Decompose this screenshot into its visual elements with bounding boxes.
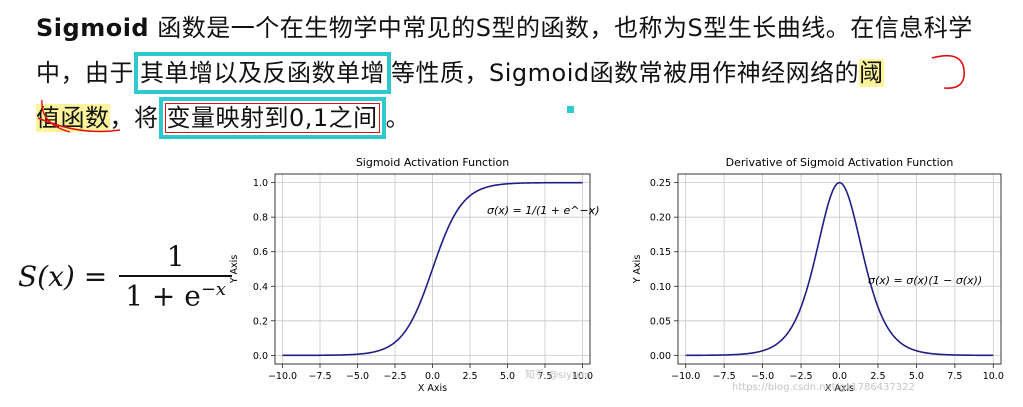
x-tick-label: −7.5	[308, 371, 331, 382]
formula-numerator: 1	[166, 240, 185, 273]
x-tick-label: 2.5	[870, 371, 885, 382]
highlight-threshold-1: 阈	[859, 59, 884, 87]
sigmoid-formula: S(x) = 1 1 + e−x	[18, 240, 233, 312]
x-tick-label: −5.0	[751, 371, 774, 382]
text-end: 。	[385, 104, 411, 132]
y-tick-label: 0.6	[253, 247, 268, 258]
chart-title: Sigmoid Activation Function	[356, 156, 509, 169]
y-tick-label: 0.2	[253, 316, 268, 327]
text-part2: 等性质，	[391, 59, 489, 87]
formula-annotation: σ(x) = σ(x)(1 − σ(x))	[868, 274, 982, 287]
highlight-threshold-2: 值函数	[36, 104, 110, 132]
plot-frame	[274, 173, 591, 365]
x-tick-label: 5.0	[500, 371, 515, 382]
text-part4: ，将	[109, 104, 159, 132]
series-line	[282, 181, 583, 357]
x-tick-label: −7.5	[713, 371, 736, 382]
chart-title: Derivative of Sigmoid Activation Functio…	[726, 156, 954, 169]
x-tick-label: 7.5	[537, 371, 552, 382]
y-tick-label: 0.15	[650, 247, 671, 258]
x-tick-label: −2.5	[383, 371, 406, 382]
text-part3: 函数常被用作神经网络的	[589, 59, 860, 87]
x-tick-label: 2.5	[462, 371, 477, 382]
x-tick-label: 10.0	[572, 371, 593, 382]
x-tick-label: 5.0	[909, 371, 924, 382]
y-tick-label: 0.0	[253, 351, 268, 362]
sigmoid-chart: Sigmoid Activation Function −10.0 −7.5 −5.0…	[229, 156, 599, 394]
highlight-box-range: 变量映射到0,1之间	[158, 97, 386, 139]
watermark: https://blog.csdn.net/gx1786437322	[732, 382, 915, 393]
y-tick-label: 0.10	[650, 282, 671, 293]
y-tick-label: 0.4	[253, 282, 268, 293]
x-tick-label: 0.0	[832, 371, 847, 382]
x-tick-label: 0.0	[425, 371, 440, 382]
annotation-dot	[567, 106, 574, 113]
sigmoid-derivative-chart: Derivative of Sigmoid Activation Functio…	[632, 156, 1004, 394]
y-axis-label: Y Axis	[229, 255, 240, 285]
formula-fraction: 1 1 + e−x	[119, 240, 233, 312]
x-tick-label: −2.5	[790, 371, 813, 382]
watermark: 知乎 @siyuan	[525, 368, 591, 381]
x-tick-label: −10.0	[671, 371, 700, 382]
formula-lhs: S(x) =	[18, 259, 108, 293]
x-axis-label: X Axis	[418, 383, 447, 394]
x-tick-label: −5.0	[346, 371, 369, 382]
term-sigmoid-2: Sigmoid	[489, 59, 590, 87]
x-tick-label: 10.0	[983, 371, 1004, 382]
intro-paragraph: Sigmoid 函数是一个在生物学中常见的S型的函数，也称为S型生长曲线。在信息…	[36, 6, 996, 141]
y-tick-label: 0.00	[650, 351, 671, 362]
y-tick-label: 0.20	[650, 213, 671, 224]
y-tick-label: 0.05	[650, 316, 671, 327]
y-tick-label: 1.0	[253, 178, 268, 189]
plot-frame	[677, 173, 1002, 365]
term-sigmoid: Sigmoid	[36, 14, 150, 42]
x-tick-label: 7.5	[947, 371, 962, 382]
y-axis-label: Y Axis	[632, 255, 643, 285]
y-tick-label: 0.8	[253, 213, 268, 224]
series-line	[685, 181, 994, 357]
x-axis-label: X Axis	[825, 383, 854, 394]
text-part1: 函数是一个在生物学中常见的S型的函数，也称为S型生长曲线。在信息科学中，由于	[36, 14, 973, 87]
y-tick-label: 0.25	[650, 178, 671, 189]
x-tick-label: −10.0	[268, 371, 297, 382]
formula-annotation: σ(x) = 1/(1 + e^−x)	[487, 204, 599, 217]
formula-denominator: 1 + e−x	[119, 275, 233, 312]
highlight-box-monotonic: 其单增以及反函数单增	[134, 52, 391, 94]
